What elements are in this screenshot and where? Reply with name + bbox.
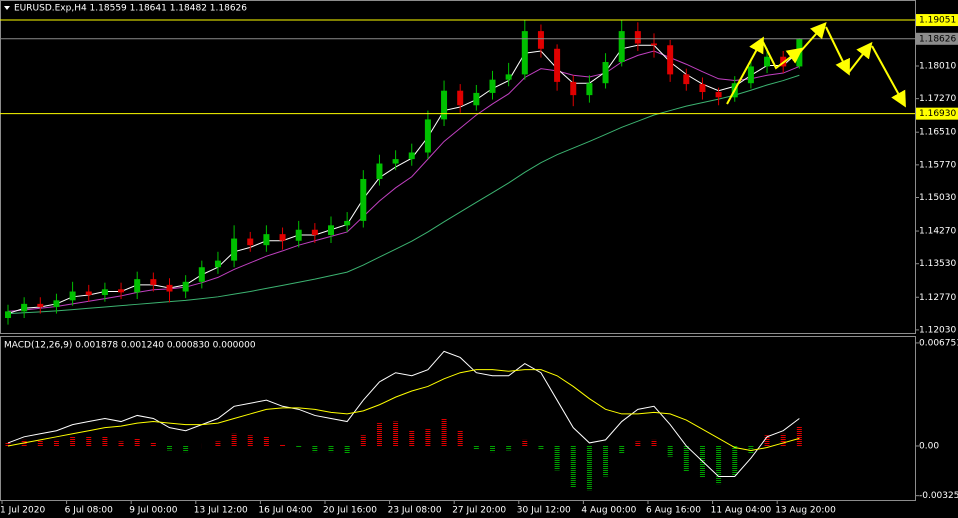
- candle-body: [150, 279, 157, 285]
- arrow: [762, 41, 804, 70]
- x-tick-label: 11 Aug 04:00: [711, 506, 772, 516]
- candle-body: [37, 303, 44, 307]
- menu-triangle: [4, 6, 10, 10]
- candle-body: [651, 43, 657, 46]
- candle-body: [618, 31, 625, 63]
- arrow: [726, 36, 764, 105]
- y-tick-label: 1.16510: [919, 128, 956, 138]
- x-tick-label: 1 Jul 2020: [0, 506, 45, 516]
- candle-body: [457, 90, 464, 106]
- macd-frame: [0, 336, 916, 501]
- forecast-arrows: [726, 22, 906, 108]
- candle-body: [134, 279, 141, 293]
- x-tick-label: 16 Jul 04:00: [258, 506, 312, 516]
- y-tick-label: 1.15770: [919, 160, 956, 170]
- candle-body: [118, 289, 125, 293]
- price-level-label: 1.19051: [919, 16, 956, 26]
- candle-body: [424, 119, 431, 153]
- candle-body: [634, 31, 641, 44]
- y-tick-label: 1.17270: [919, 94, 956, 104]
- x-tick-label: 6 Aug 16:00: [646, 506, 701, 516]
- x-tick-label: 23 Jul 08:00: [388, 506, 442, 516]
- candle-body: [279, 234, 286, 241]
- candle-body: [311, 229, 318, 236]
- price-level-label: 1.16930: [919, 109, 956, 119]
- candle-body: [392, 159, 399, 164]
- y-tick-label: 1.13530: [919, 259, 956, 269]
- candle-body: [182, 281, 189, 292]
- candle-body: [505, 74, 512, 80]
- indicator-line: [7, 369, 800, 452]
- candle-body: [521, 31, 528, 75]
- arrow: [799, 22, 827, 53]
- candle-body: [101, 289, 108, 296]
- candle-body: [715, 92, 722, 98]
- price-level-label: 1.18626: [919, 34, 956, 44]
- candle-body: [344, 220, 351, 226]
- candle-body: [328, 225, 334, 236]
- candle-body: [667, 45, 674, 75]
- y-tick-label: 0.006751: [919, 338, 958, 348]
- candle-body: [441, 90, 448, 120]
- candle-body: [699, 84, 706, 93]
- candle-body: [586, 83, 593, 96]
- y-tick-label: 0.00: [919, 441, 939, 451]
- y-tick-label: 1.18010: [919, 61, 956, 71]
- x-tick-label: 13 Aug 20:00: [775, 506, 836, 516]
- candle-body: [747, 66, 754, 84]
- candle-body: [489, 79, 496, 93]
- candle-body: [247, 238, 254, 246]
- candle-body: [214, 260, 221, 268]
- candle-body: [166, 284, 173, 292]
- candle-body: [683, 74, 690, 85]
- candle-body: [554, 48, 561, 82]
- arrow: [871, 45, 906, 108]
- plot: [0, 19, 915, 491]
- y-tick-label: 1.12030: [919, 325, 956, 335]
- y-tick-label: 1.15030: [919, 193, 956, 203]
- candle-body: [408, 152, 415, 160]
- candle-body: [764, 56, 771, 67]
- y-tick-label: 1.12770: [919, 293, 956, 303]
- candle-body: [231, 238, 238, 261]
- candle-body: [360, 178, 367, 221]
- arrow: [848, 41, 873, 73]
- candle-body: [570, 81, 577, 96]
- indicator-line: [7, 74, 800, 315]
- candle-body: [5, 311, 11, 318]
- x-tick-label: 20 Jul 16:00: [323, 506, 377, 516]
- x-tick-label: 6 Jul 08:00: [65, 506, 114, 516]
- chart-title: EURUSD.Exp,H4 1.18559 1.18641 1.18482 1.…: [14, 4, 247, 14]
- price-level-box: [916, 107, 958, 120]
- axes: 1.18010 1.17270 1.16510 1.15770 1.15030 1.142…: [0, 14, 958, 516]
- x-tick-label: 30 Jul 12:00: [517, 506, 571, 516]
- candle-body: [473, 92, 480, 106]
- price-level-box: [916, 32, 958, 45]
- x-tick-label: 27 Jul 20:00: [452, 506, 506, 516]
- macd-title: MACD(12,26,9) 0.001878 0.001240 0.000830…: [4, 341, 256, 351]
- candle-body: [376, 163, 383, 179]
- candle-body: [21, 303, 28, 312]
- x-tick-label: 13 Jul 12:00: [194, 506, 248, 516]
- y-tick-label: -0.003256: [919, 491, 958, 501]
- indicator-line: [7, 350, 800, 477]
- arrow: [825, 26, 850, 76]
- y-tick-label: 1.14270: [919, 227, 956, 237]
- price-level-box: [916, 14, 958, 27]
- candle-body: [537, 31, 544, 49]
- candle-body: [602, 62, 609, 84]
- candle-body: [85, 291, 92, 296]
- candle-body: [69, 291, 76, 301]
- candle-body: [198, 267, 205, 282]
- main-frame: [0, 0, 916, 334]
- x-tick-label: 4 Aug 00:00: [581, 506, 636, 516]
- candle-body: [295, 229, 302, 241]
- candle-body: [53, 300, 60, 307]
- x-tick-label: 9 Jul 00:00: [129, 506, 178, 516]
- candle-body: [263, 234, 270, 246]
